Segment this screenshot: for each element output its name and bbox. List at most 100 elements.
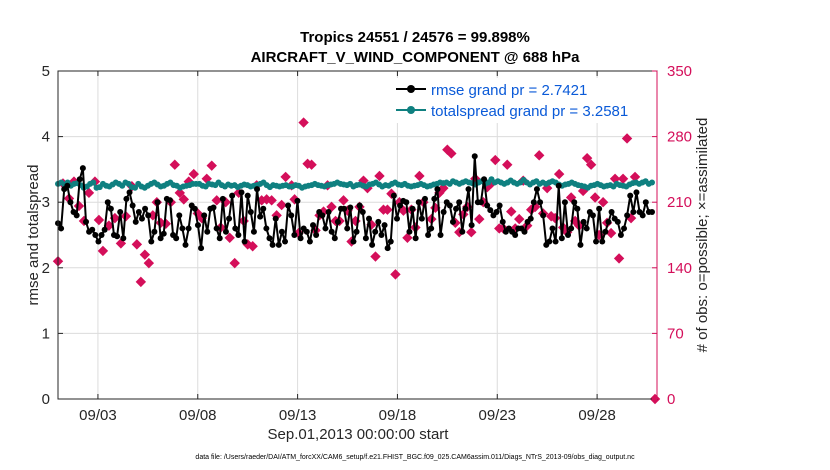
rmse-point (157, 235, 164, 242)
rmse-point (602, 228, 609, 235)
obs-point (143, 257, 155, 269)
obs-point (514, 213, 525, 225)
rmse-point (120, 235, 127, 242)
spread-series (55, 176, 656, 191)
obs-point (553, 168, 565, 180)
x-tick-label: 09/03 (79, 407, 117, 424)
obs-point (621, 133, 633, 144)
rmse-point (310, 222, 317, 229)
legend-label-spread: totalspread grand pr = 3.2581 (431, 103, 628, 120)
rmse-point (481, 176, 488, 183)
rmse-point (521, 228, 528, 235)
rmse-point (328, 228, 335, 235)
legend-marker-rmse (407, 85, 415, 93)
y-tick-label-right: 210 (667, 194, 692, 211)
rmse-point (278, 228, 285, 235)
rmse-point (428, 225, 435, 232)
rmse-point (512, 232, 519, 238)
x-tick-label: 09/28 (578, 407, 616, 424)
rmse-point (369, 241, 376, 248)
obs-point (585, 159, 597, 170)
rmse-point (484, 202, 491, 209)
rmse-point (89, 226, 96, 233)
rmse-point (107, 205, 114, 212)
y-tick-label-left: 1 (42, 325, 50, 342)
rmse-point (621, 225, 628, 232)
rmse-point (596, 205, 603, 212)
rmse-point (649, 209, 656, 216)
rmse-point (151, 228, 158, 235)
rmse-point (160, 230, 167, 237)
obs-point (581, 152, 593, 164)
obs-point (533, 150, 545, 161)
obs-point (589, 192, 601, 203)
chart-title-line2: AIRCRAFT_V_WIND_COMPONENT @ 688 hPa (251, 49, 581, 66)
rmse-point (285, 202, 292, 209)
rmse-point (303, 228, 310, 235)
rmse-point (493, 209, 500, 216)
rmse-point (76, 176, 83, 183)
rmse-point (198, 245, 205, 252)
obs-point (605, 227, 617, 239)
rmse-point (64, 182, 71, 189)
rmse-point (219, 195, 226, 202)
y-axis-label-right: # of obs: o=possible; ×=assimilated (694, 118, 711, 353)
rmse-point (552, 238, 559, 245)
rmse-point (568, 225, 575, 232)
rmse-point (353, 228, 360, 235)
obs-point (266, 195, 277, 206)
rmse-point (627, 192, 634, 199)
rmse-point (123, 195, 130, 202)
obs-point (131, 239, 143, 250)
obs-point (97, 245, 109, 257)
rmse-point (216, 235, 223, 242)
rmse-point (325, 209, 332, 216)
obs-point (617, 173, 629, 184)
rmse-point (549, 225, 556, 232)
rmse-point (260, 205, 267, 212)
y-tick-label-right: 140 (667, 260, 692, 277)
rmse-point (263, 225, 270, 232)
y-tick-label-left: 4 (42, 129, 50, 146)
obs-point (206, 160, 217, 171)
rmse-point (166, 197, 173, 204)
y-tick-label-right: 70 (667, 325, 684, 342)
rmse-point (571, 199, 578, 206)
obs-point (73, 200, 85, 212)
rmse-point (362, 235, 369, 242)
rmse-point (555, 182, 562, 189)
rmse-point (375, 218, 382, 225)
rmse-point (95, 238, 102, 245)
rmse-point (238, 189, 245, 196)
rmse-point (244, 192, 251, 199)
rmse-point (229, 192, 236, 199)
rmse-point (583, 225, 590, 232)
y-tick-label-left: 5 (42, 63, 50, 80)
rmse-point (565, 232, 572, 238)
rmse-point (577, 241, 584, 248)
rmse-point (437, 232, 444, 238)
rmse-point (201, 212, 208, 219)
x-axis-label: Sep.01,2013 00:00:00 start (268, 426, 450, 443)
rmse-point (421, 195, 428, 202)
rmse-point (397, 202, 404, 209)
y-tick-label-left: 0 (42, 391, 50, 408)
rmse-point (462, 205, 469, 212)
legend-marker-spread (407, 106, 415, 114)
rmse-point (412, 235, 419, 242)
rmse-series (55, 153, 656, 252)
rmse-point (269, 241, 276, 248)
rmse-point (235, 232, 242, 238)
rmse-point (639, 212, 646, 219)
rmse-point (82, 218, 89, 225)
rmse-point (415, 199, 422, 206)
rmse-point (226, 215, 233, 222)
y-tick-label-right: 280 (667, 129, 692, 146)
rmse-point (232, 225, 239, 232)
rmse-point (275, 241, 282, 248)
rmse-point (390, 192, 397, 199)
obs-point (229, 257, 240, 269)
obs-point (613, 253, 625, 264)
